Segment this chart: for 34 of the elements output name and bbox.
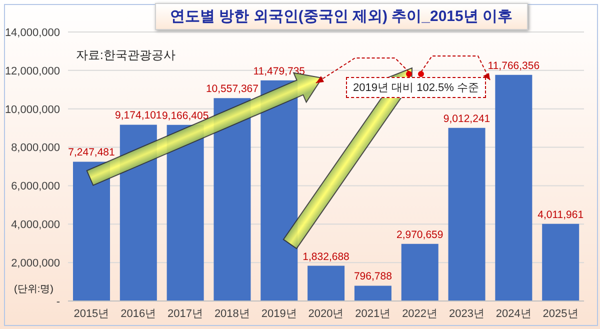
y-tick-label: 8,000,000 <box>11 142 60 154</box>
y-tick-label: 10,000,000 <box>4 104 60 116</box>
x-tick-label: 2019년 <box>261 308 297 320</box>
x-tick-label: 2024년 <box>496 308 532 320</box>
x-tick-label: 2025년 <box>542 308 578 320</box>
y-tick-label: 4,000,000 <box>11 219 60 232</box>
x-tick-label: 2015년 <box>74 308 110 320</box>
data-label: 4,011,961 <box>538 208 584 221</box>
x-tick-label: 2017년 <box>168 308 204 320</box>
annotation: 2019년 대비 102.5% 수준 <box>346 77 486 98</box>
data-label: 2,970,659 <box>396 228 444 241</box>
data-label: 9,166,405 <box>162 110 209 122</box>
data-label: 10,557,367 <box>206 83 259 96</box>
text: (단위:명) <box>14 283 54 296</box>
y-tick-label: 6,000,000 <box>11 180 60 193</box>
data-label: 1,832,688 <box>302 250 350 263</box>
x-tick-label: 2023년 <box>448 308 484 320</box>
data-label: 11,766,356 <box>488 60 540 72</box>
y-tick-label: 14,000,000 <box>4 26 60 39</box>
y-tick-label: - <box>56 296 60 308</box>
x-tick-label: 2018년 <box>214 308 250 320</box>
data-label: 9,012,241 <box>443 112 490 125</box>
y-tick-label: 2,000,000 <box>11 257 60 270</box>
data-label: 11,479,735 <box>253 65 306 78</box>
data-label: 7,247,481 <box>68 146 116 159</box>
y-tick-label: 12,000,000 <box>4 65 60 78</box>
x-tick-label: 2020년 <box>308 308 344 320</box>
annotation: 자료:한국관광공사 <box>76 47 176 64</box>
data-label: 796,788 <box>354 270 392 283</box>
data-label: 9,174,101 <box>115 110 162 122</box>
x-tick-label: 2021년 <box>355 308 391 320</box>
chart-title: 연도별 방한 외국인(중국인 제외) 추이_2015년 이후 <box>155 3 528 30</box>
x-tick-label: 2016년 <box>120 308 156 320</box>
x-tick-label: 2022년 <box>402 308 438 320</box>
